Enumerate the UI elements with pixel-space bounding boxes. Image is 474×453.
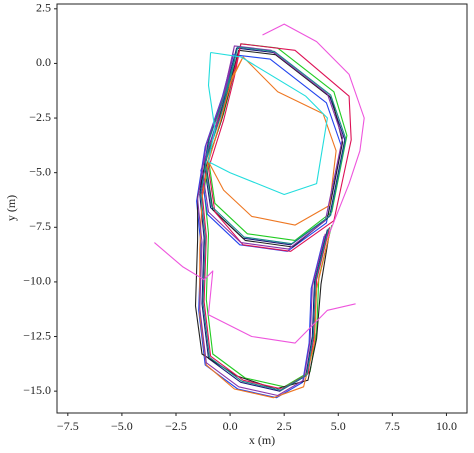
x-tick-label: −7.5 bbox=[57, 419, 79, 433]
x-tick-label: 7.5 bbox=[385, 419, 400, 433]
trajectory bbox=[194, 49, 344, 390]
x-tick-label: 10.0 bbox=[436, 419, 457, 433]
y-tick-label: −10.0 bbox=[23, 274, 51, 288]
y-tick-label: −2.5 bbox=[29, 110, 51, 124]
trajectory bbox=[200, 46, 347, 391]
trajectory bbox=[262, 23, 365, 239]
trajectory bbox=[197, 45, 344, 397]
x-tick-label: 5.0 bbox=[331, 419, 346, 433]
x-tick-label: 2.5 bbox=[277, 419, 292, 433]
y-tick-label: 0.0 bbox=[36, 55, 51, 69]
y-tick-label: −7.5 bbox=[29, 219, 51, 233]
x-tick-label: 0.0 bbox=[223, 419, 238, 433]
trajectory bbox=[207, 51, 328, 196]
trajectory bbox=[154, 242, 356, 344]
y-tick-label: −5.0 bbox=[29, 164, 51, 178]
x-tick-label: −2.5 bbox=[165, 419, 187, 433]
y-tick-label: −15.0 bbox=[23, 383, 51, 397]
y-tick-label: 2.5 bbox=[36, 1, 51, 15]
x-tick-label: −5.0 bbox=[111, 419, 133, 433]
y-axis-label: y (m) bbox=[4, 195, 18, 221]
x-axis-label: x (m) bbox=[249, 433, 275, 447]
plot-frame bbox=[56, 3, 468, 414]
y-tick-label: −12.5 bbox=[23, 328, 51, 342]
